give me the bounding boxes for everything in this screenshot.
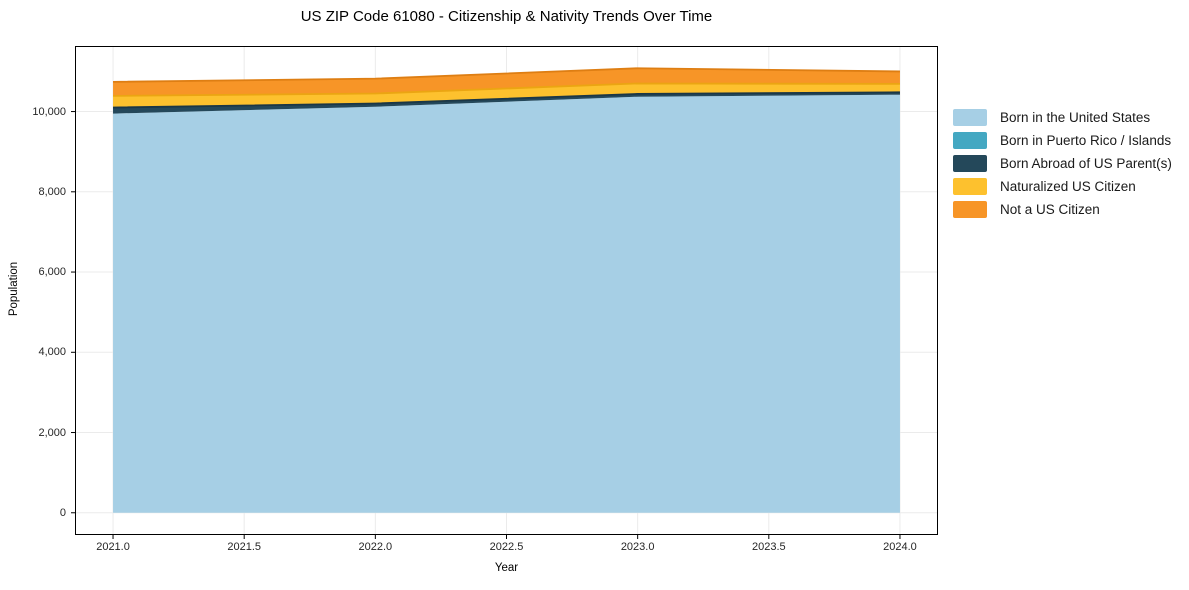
area-edge-line	[113, 91, 900, 109]
legend-swatch	[953, 178, 987, 195]
y-tick-label: 4,000	[38, 346, 66, 359]
legend: Born in the United States Born in Puerto …	[953, 106, 1172, 221]
x-tick-label: 2023.0	[620, 541, 655, 553]
legend-swatch	[953, 132, 987, 149]
legend-item: Born in Puerto Rico / Islands	[953, 129, 1172, 152]
area-edge-line	[113, 82, 900, 97]
legend-item: Born in the United States	[953, 106, 1172, 129]
y-tick-label: 0	[59, 506, 66, 519]
x-tick-label: 2024.0	[883, 541, 917, 553]
x-axis-label: Year	[494, 562, 519, 574]
legend-swatch	[953, 201, 987, 218]
area-series	[113, 92, 900, 114]
x-tick-label: 2021.5	[227, 541, 262, 553]
y-tick-label: 2,000	[38, 426, 66, 439]
legend-item: Not a US Citizen	[953, 198, 1172, 221]
legend-label: Naturalized US Citizen	[1000, 179, 1136, 194]
legend-swatch	[953, 155, 987, 172]
plot-border	[75, 46, 938, 535]
chart-title: US ZIP Code 61080 - Citizenship & Nativi…	[300, 8, 713, 25]
legend-swatch	[953, 109, 987, 126]
legend-label: Born in the United States	[1000, 110, 1151, 125]
legend-label: Born in Puerto Rico / Islands	[1000, 133, 1172, 148]
y-tick-label: 6,000	[38, 266, 66, 279]
legend-label: Not a US Citizen	[1000, 202, 1100, 217]
area-series	[113, 83, 900, 108]
legend-item: Born Abroad of US Parent(s)	[953, 152, 1172, 175]
area-edge-line	[113, 67, 900, 83]
area-series	[113, 94, 900, 513]
y-tick-label: 8,000	[38, 185, 66, 198]
legend-label: Born Abroad of US Parent(s)	[1000, 156, 1172, 171]
x-tick-label: 2021.0	[96, 541, 130, 553]
x-tick-label: 2022.5	[489, 541, 524, 553]
area-series	[113, 68, 900, 96]
x-tick-label: 2022.0	[358, 541, 393, 553]
y-tick-label: 10,000	[32, 105, 66, 118]
legend-item: Naturalized US Citizen	[953, 175, 1172, 198]
x-tick-label: 2023.5	[751, 541, 786, 553]
